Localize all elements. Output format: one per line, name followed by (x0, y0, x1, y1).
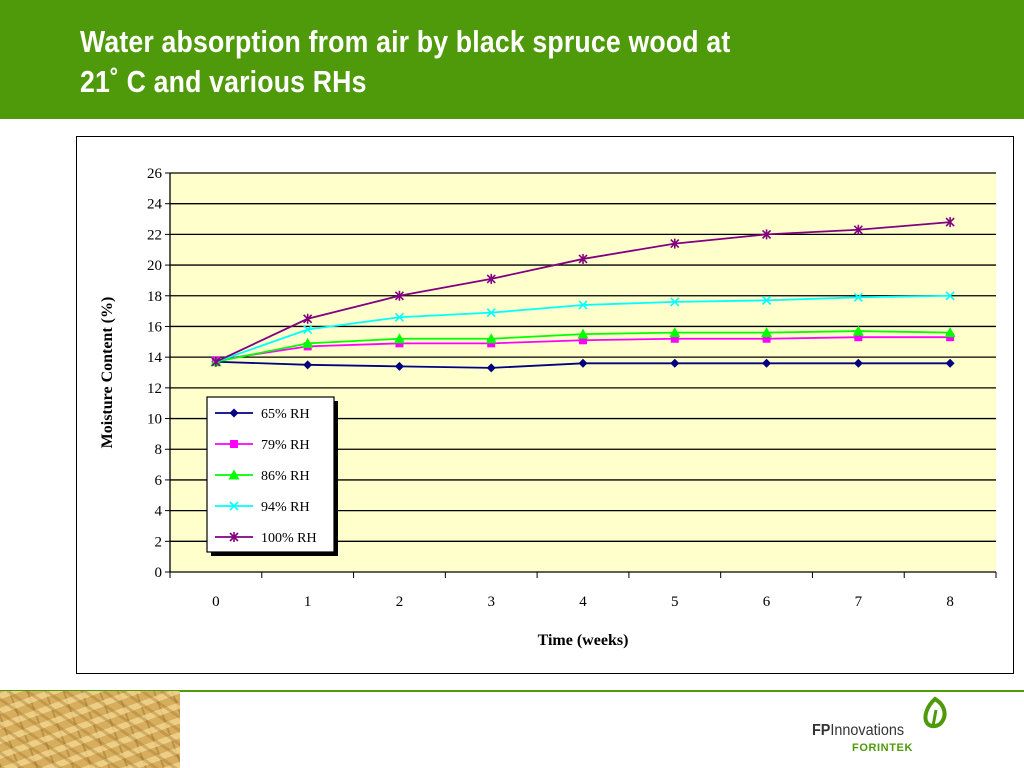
data-point (946, 333, 955, 342)
data-point (303, 313, 313, 324)
data-point (670, 297, 680, 307)
data-point (486, 308, 496, 318)
legend-marker (229, 501, 239, 511)
data-point (669, 327, 681, 338)
y-tick-label: 14 (147, 350, 163, 366)
data-point (394, 361, 404, 371)
logo-brand-bold: FP (812, 722, 831, 739)
y-tick-label: 0 (155, 565, 163, 581)
data-point (854, 333, 863, 342)
data-point (761, 229, 772, 240)
x-tick-label: 6 (763, 594, 771, 610)
y-tick-label: 8 (155, 442, 163, 458)
slide-title-line-2: 21˚ C and various RHs (80, 64, 367, 99)
y-tick-label: 24 (147, 197, 163, 213)
legend-marker (230, 440, 238, 448)
data-point (670, 358, 680, 368)
data-point (945, 217, 955, 228)
legend-item: 94% RH (215, 500, 310, 515)
fpinnovations-logo: FPInnovations FORINTEK (808, 696, 958, 760)
series-4 (211, 217, 955, 367)
legend-item: 86% RH (215, 469, 310, 484)
logo-brand: FPInnovations (812, 722, 904, 740)
legend-label: 79% RH (261, 438, 310, 453)
data-point (486, 363, 496, 373)
y-tick-label: 20 (147, 258, 162, 274)
legend-label: 100% RH (261, 531, 317, 546)
leaf-icon (923, 696, 947, 729)
y-tick-label: 18 (147, 289, 162, 305)
slide-title: Water absorption from air by black spruc… (80, 22, 730, 102)
x-tick-label: 1 (304, 594, 312, 610)
data-point (762, 334, 771, 343)
x-tick-label: 5 (671, 594, 679, 610)
y-axis-label: Moisture Content (%) (99, 297, 116, 449)
slide-title-line-1: Water absorption from air by black spruc… (80, 24, 731, 59)
data-point (945, 291, 955, 301)
data-point (670, 334, 679, 343)
logo-subtitle: FORINTEK (852, 742, 914, 754)
x-tick-label: 8 (946, 594, 954, 610)
data-point (761, 295, 772, 305)
data-point (761, 327, 773, 338)
legend-label: 94% RH (261, 500, 310, 515)
data-point (579, 336, 587, 345)
legend-marker (228, 469, 240, 480)
data-point (853, 292, 863, 302)
y-tick-label: 22 (147, 227, 162, 243)
data-point (487, 339, 496, 348)
y-tick-label: 26 (147, 166, 163, 182)
data-point (670, 238, 680, 249)
data-point (853, 224, 863, 235)
data-point (853, 358, 863, 368)
legend-marker (229, 532, 239, 542)
y-tick-label: 12 (147, 381, 162, 397)
x-tick-label: 7 (855, 594, 863, 610)
data-point (211, 356, 221, 367)
data-point (578, 300, 588, 310)
data-point (394, 290, 405, 301)
x-tick-label: 4 (579, 594, 587, 610)
data-point (945, 358, 955, 368)
legend-marker (229, 408, 239, 418)
data-point (394, 312, 405, 322)
y-tick-label: 10 (147, 412, 162, 428)
legend-item: 79% RH (215, 438, 310, 453)
data-point (852, 325, 864, 336)
y-tick-label: 16 (147, 319, 163, 335)
data-point (393, 333, 405, 344)
logo-brand-rest: Innovations (830, 722, 905, 739)
legend-item: 65% RH (215, 407, 310, 422)
legend: 65% RH 79% RH 86% RH 94% RH 100% RH (206, 396, 338, 556)
footer-divider (0, 690, 1024, 692)
y-tick-label: 2 (155, 534, 163, 550)
series-0 (211, 357, 955, 373)
data-point (577, 328, 589, 339)
x-tick-label: 0 (212, 594, 220, 610)
data-point (578, 253, 588, 264)
data-point (485, 333, 497, 344)
x-tick-label: 3 (487, 594, 495, 610)
legend-label: 65% RH (261, 407, 310, 422)
data-point (762, 358, 772, 368)
wood-strands-image (0, 691, 180, 768)
data-point (303, 324, 313, 335)
x-axis-label: Time (weeks) (538, 632, 629, 649)
legend-label: 86% RH (261, 469, 310, 484)
data-point (578, 358, 588, 368)
x-tick-label: 2 (396, 594, 404, 610)
data-point (303, 360, 313, 370)
y-tick-label: 6 (155, 473, 163, 489)
data-point (302, 337, 314, 348)
y-tick-label: 4 (155, 504, 163, 520)
chart-frame: 0 2 4 6 8 10 12 14 16 18 20 22 24 26 0 1 2 3 4 5 6 7 8 Time (we… (76, 136, 1014, 674)
data-point (944, 327, 956, 338)
slide-header: Water absorption from air by black spruc… (0, 0, 1024, 119)
data-point (486, 273, 496, 284)
legend-item: 100% RH (215, 531, 317, 546)
data-point (395, 339, 404, 348)
